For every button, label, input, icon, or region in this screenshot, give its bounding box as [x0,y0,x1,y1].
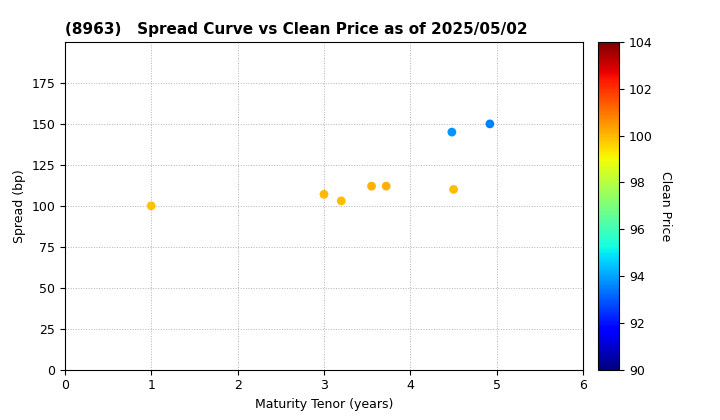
Point [380,183,392,189]
Text: (8963)   Spread Curve vs Clean Price as of 2025/05/02: (8963) Spread Curve vs Clean Price as of… [65,22,528,37]
Point [448,186,459,193]
Point [336,197,347,204]
Point [366,183,377,189]
Point [318,191,330,198]
Point [446,129,458,135]
Point [145,202,157,209]
Point [484,121,495,127]
Y-axis label: Clean Price: Clean Price [660,171,672,241]
X-axis label: Maturity Tenor (years): Maturity Tenor (years) [255,398,393,411]
Y-axis label: Spread (bp): Spread (bp) [13,169,26,243]
